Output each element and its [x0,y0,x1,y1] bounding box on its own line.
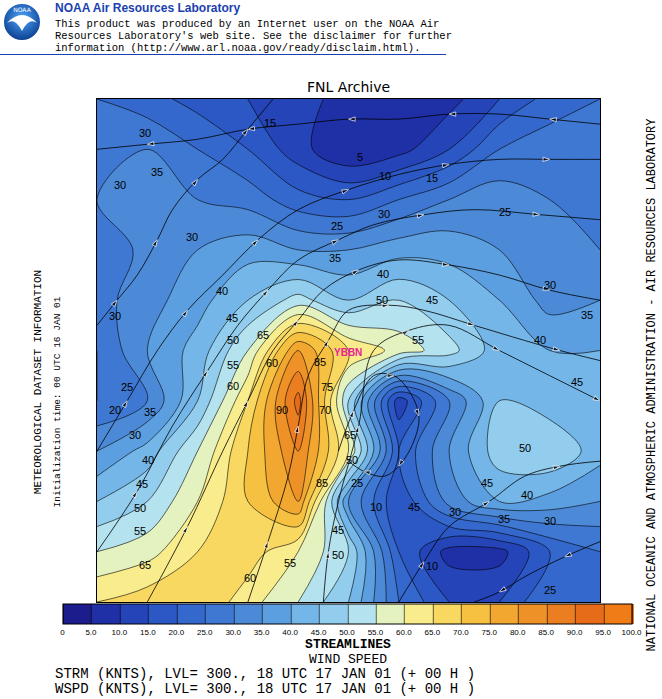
svg-text:15: 15 [426,172,438,184]
svg-text:75.0: 75.0 [481,628,497,637]
html-text:WSPD (KNTS), LVL= 300., 18 UTC: WSPD (KNTS), LVL= 300., 18 UTC 17 JAN 01… [55,681,476,697]
svg-text:65: 65 [139,559,151,571]
svg-text:50: 50 [376,294,388,306]
html-text:STREAMLINES: STREAMLINES [305,637,391,652]
svg-text:35: 35 [498,513,510,525]
svg-text:30: 30 [378,208,390,220]
svg-text:35: 35 [144,406,156,418]
svg-text:10.0: 10.0 [112,628,128,637]
html-text:METEOROLOGICAL DATASET INFORMA: METEOROLOGICAL DATASET INFORMATION [32,269,44,495]
svg-text:40: 40 [521,489,533,501]
svg-text:50: 50 [346,454,358,466]
svg-text:55: 55 [227,359,239,371]
svg-text:10: 10 [370,501,382,513]
svg-text:40: 40 [534,334,546,346]
svg-text:25.0: 25.0 [197,628,213,637]
svg-text:0: 0 [60,628,65,637]
svg-text:45.0: 45.0 [311,628,327,637]
svg-text:10: 10 [426,560,438,572]
svg-text:30: 30 [129,429,141,441]
html-text:This product was produced by a: This product was produced by an Internet… [55,18,440,30]
svg-text:40.0: 40.0 [282,628,298,637]
svg-text:85: 85 [316,477,328,489]
svg-text:45: 45 [136,478,148,490]
svg-text:5: 5 [357,151,363,163]
svg-text:50: 50 [332,549,344,561]
svg-text:95.0: 95.0 [595,628,611,637]
svg-text:30.0: 30.0 [225,628,241,637]
svg-text:40: 40 [216,285,228,297]
svg-text:90.0: 90.0 [567,628,583,637]
svg-text:50: 50 [134,502,146,514]
svg-text:60: 60 [244,572,256,584]
svg-text:45: 45 [426,294,438,306]
svg-text:20: 20 [109,404,121,416]
svg-text:55.0: 55.0 [368,628,384,637]
svg-text:YBBN: YBBN [334,347,362,358]
svg-text:90: 90 [276,404,288,416]
svg-text:35: 35 [581,309,593,321]
svg-text:55: 55 [284,557,296,569]
svg-text:80.0: 80.0 [510,628,526,637]
svg-text:70: 70 [319,404,331,416]
svg-text:50: 50 [519,442,531,454]
svg-text:NOAA: NOAA [13,6,31,13]
svg-text:50.0: 50.0 [339,628,355,637]
svg-text:25: 25 [544,584,556,596]
svg-text:55: 55 [412,334,424,346]
svg-text:45: 45 [226,312,238,324]
svg-text:40: 40 [377,268,389,280]
svg-text:30: 30 [186,231,198,243]
svg-text:25: 25 [121,381,133,393]
svg-text:10: 10 [379,170,391,182]
svg-text:60: 60 [227,380,239,392]
svg-text:45: 45 [481,477,493,489]
svg-text:15.0: 15.0 [140,628,156,637]
svg-text:FNL Archive: FNL Archive [307,79,390,95]
svg-text:60: 60 [266,357,278,369]
svg-text:75: 75 [321,381,333,393]
html-text:information (http://www.arl.no: information (http://www.arl.noaa.gov/rea… [55,42,421,54]
svg-text:25: 25 [331,220,343,232]
svg-text:25: 25 [351,477,363,489]
svg-text:65: 65 [344,429,356,441]
svg-text:100.0: 100.0 [621,628,642,637]
svg-text:40: 40 [142,454,154,466]
svg-text:35: 35 [329,252,341,264]
html-text:STRM (KNTS), LVL= 300., 18 UTC: STRM (KNTS), LVL= 300., 18 UTC 17 JAN 01… [55,666,476,682]
svg-text:30: 30 [544,515,556,527]
svg-text:30: 30 [544,279,556,291]
html-text:NATIONAL OCEANIC AND ATMOSPHER: NATIONAL OCEANIC AND ATMOSPHERIC ADMINIS… [645,118,659,652]
svg-text:30: 30 [114,179,126,191]
svg-text:35.0: 35.0 [254,628,270,637]
svg-text:30: 30 [109,310,121,322]
svg-text:65.0: 65.0 [425,628,441,637]
svg-text:5.0: 5.0 [85,628,97,637]
html-text:Initialization time: 00 UTC 16: Initialization time: 00 UTC 16 JAN 01 [52,296,63,508]
svg-text:45: 45 [571,376,583,388]
html-text:Resources Laboratory's web sit: Resources Laboratory's web site. See the… [55,30,452,42]
svg-text:50: 50 [227,334,239,346]
svg-text:60.0: 60.0 [396,628,412,637]
svg-text:30: 30 [449,506,461,518]
svg-text:45: 45 [332,524,344,536]
svg-text:70.0: 70.0 [453,628,469,637]
html-text:NOAA Air Resources Laboratory: NOAA Air Resources Laboratory [55,1,241,15]
svg-text:55: 55 [134,525,146,537]
svg-text:65: 65 [257,329,269,341]
svg-text:30: 30 [139,127,151,139]
html-text:WIND SPEED: WIND SPEED [309,652,387,667]
svg-text:35: 35 [151,166,163,178]
svg-text:45: 45 [408,501,420,513]
svg-text:85: 85 [314,356,326,368]
svg-text:85.0: 85.0 [538,628,554,637]
svg-text:20.0: 20.0 [169,628,185,637]
svg-text:25: 25 [499,206,511,218]
svg-text:15: 15 [264,117,276,129]
